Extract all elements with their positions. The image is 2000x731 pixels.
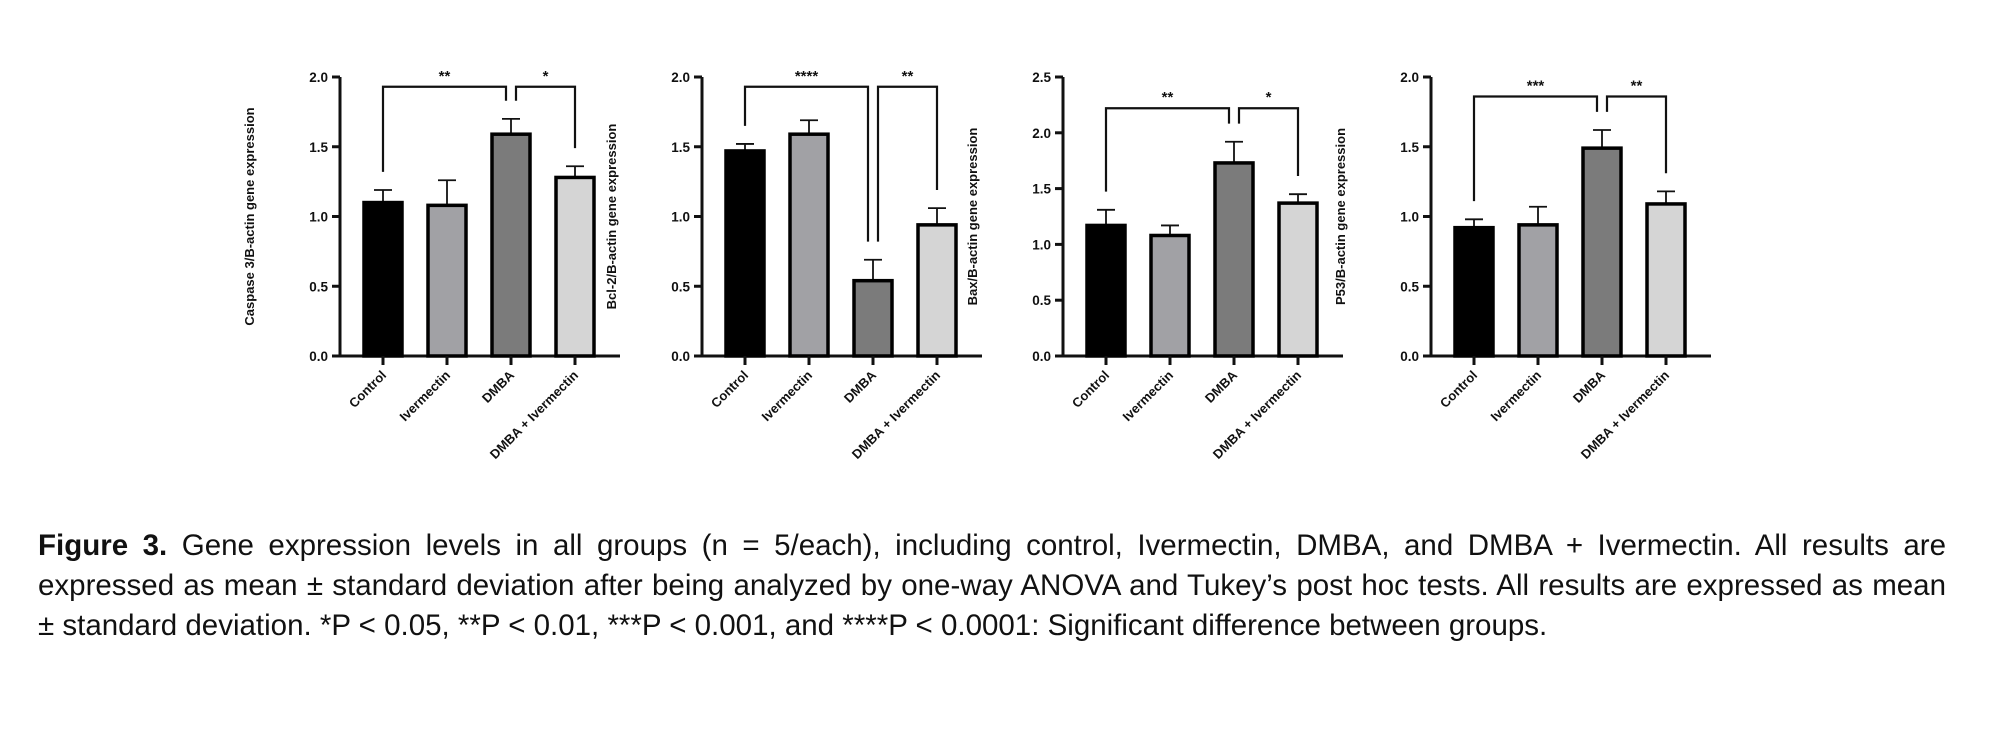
y-tick-label: 1.0: [1032, 237, 1051, 252]
significance-label: **: [439, 68, 451, 85]
x-tick-label: DMBA: [1202, 367, 1241, 406]
y-tick-label: 0.5: [309, 279, 328, 294]
y-tick-label: 0.0: [1400, 349, 1419, 364]
bar-ivermectin: [1149, 233, 1191, 358]
significance-bracket: [514, 85, 577, 149]
y-tick-label: 1.0: [1400, 210, 1419, 225]
x-tick-label: Control: [346, 368, 389, 411]
y-tick-label: 0.0: [671, 349, 690, 364]
bar-dmba: [490, 132, 532, 358]
y-tick-label: 2.0: [309, 70, 328, 85]
significance-label: ***: [1527, 78, 1545, 95]
y-tick-label: 1.5: [1032, 182, 1051, 197]
y-axis-label: Bax/B-actin gene expression: [965, 128, 980, 306]
x-tick-label: Ivermectin: [1488, 367, 1545, 424]
x-tick-label: Ivermectin: [759, 367, 816, 424]
significance-label: **: [1162, 89, 1174, 106]
figure-caption: Figure 3. Gene expression levels in all …: [38, 526, 1946, 646]
bar-dmba-ivermectin: [1277, 201, 1319, 358]
bar-dmba: [852, 278, 894, 358]
significance-bracket: [381, 85, 508, 172]
significance-bracket: [876, 85, 939, 242]
x-tick-label: DMBA: [479, 367, 518, 406]
bar-control: [724, 149, 766, 358]
bar-ivermectin: [1517, 223, 1559, 358]
y-tick-label: 1.5: [1400, 140, 1419, 155]
y-tick-label: 0.5: [671, 279, 690, 294]
y-tick-label: 1.5: [671, 140, 690, 155]
x-tick-label: Control: [1437, 368, 1480, 411]
y-tick-label: 1.5: [309, 140, 328, 155]
significance-label: ****: [795, 68, 819, 85]
bar-control: [362, 200, 404, 358]
bar-dmba-ivermectin: [554, 175, 596, 358]
y-tick-label: 0.0: [309, 349, 328, 364]
bar-control: [1085, 223, 1127, 358]
caption-label: Figure 3.: [38, 529, 168, 562]
x-tick-label: Ivermectin: [1120, 367, 1177, 424]
bar-control: [1453, 225, 1495, 358]
chart-panel-4: P53/B-actin gene expression 0.0 0.5 1.0 1.5 2…: [1333, 70, 1711, 462]
y-axis-label: Bcl-2/B-actin gene expression: [604, 124, 619, 310]
bar-dmba: [1213, 161, 1255, 358]
y-tick-label: 0.0: [1032, 349, 1051, 364]
y-axis-label: P53/B-actin gene expression: [1333, 128, 1348, 305]
chart-panel-1: Caspase 3/B-actin gene expression 0.0 0.5 1…: [242, 68, 620, 462]
chart-panel-3: Bax/B-actin gene expression 0.0 0.5 1.0 1.5 2…: [965, 70, 1343, 462]
bar-ivermectin: [426, 203, 468, 358]
significance-label: *: [1266, 89, 1272, 106]
y-tick-label: 2.5: [1032, 70, 1051, 85]
significance-label: **: [1631, 78, 1643, 95]
y-tick-label: 2.0: [671, 70, 690, 85]
significance-bracket: [743, 85, 870, 242]
caption-text: Gene expression levels in all groups (n …: [38, 529, 1946, 642]
y-tick-label: 0.5: [1032, 293, 1051, 308]
x-tick-label: Control: [708, 368, 751, 411]
significance-label: **: [902, 68, 914, 85]
significance-bracket: [1472, 95, 1599, 202]
bar-ivermectin: [788, 132, 830, 358]
chart-panel-2: Bcl-2/B-actin gene expression 0.0 0.5 1.0 1.…: [604, 68, 982, 462]
bar-dmba-ivermectin: [916, 223, 958, 358]
figure-charts: Caspase 3/B-actin gene expression 0.0 0.5 1…: [242, 68, 1711, 462]
x-tick-label: Control: [1069, 368, 1112, 411]
x-tick-label: DMBA: [841, 367, 880, 406]
y-tick-label: 2.0: [1032, 126, 1051, 141]
significance-bracket: [1605, 95, 1668, 174]
y-axis-label: Caspase 3/B-actin gene expression: [242, 107, 257, 325]
x-tick-label: Ivermectin: [397, 367, 454, 424]
significance-label: *: [543, 68, 549, 85]
significance-bracket: [1237, 107, 1300, 177]
x-tick-label: DMBA: [1570, 367, 1609, 406]
y-tick-label: 0.5: [1400, 279, 1419, 294]
significance-bracket: [1104, 107, 1231, 192]
bar-dmba-ivermectin: [1645, 202, 1687, 358]
y-tick-label: 1.0: [309, 210, 328, 225]
y-tick-label: 2.0: [1400, 70, 1419, 85]
y-tick-label: 1.0: [671, 210, 690, 225]
bar-dmba: [1581, 146, 1623, 358]
